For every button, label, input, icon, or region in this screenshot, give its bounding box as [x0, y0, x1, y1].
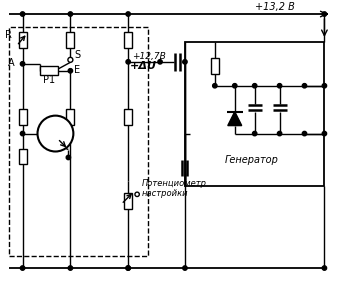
Circle shape — [135, 192, 139, 196]
Text: +ΔU: +ΔU — [130, 61, 157, 71]
Circle shape — [68, 57, 73, 62]
Circle shape — [126, 266, 130, 270]
Circle shape — [68, 69, 73, 73]
Circle shape — [252, 132, 257, 136]
Bar — [66, 109, 74, 124]
Text: E: E — [74, 65, 80, 75]
Text: Генератор: Генератор — [225, 155, 279, 166]
Circle shape — [322, 266, 327, 270]
Text: A: A — [8, 58, 14, 68]
Bar — [124, 193, 132, 209]
Circle shape — [38, 116, 73, 151]
Bar — [124, 109, 132, 124]
Circle shape — [252, 83, 257, 88]
Circle shape — [68, 12, 73, 16]
Text: Потенциометр
настройки: Потенциометр настройки — [142, 179, 207, 198]
Circle shape — [126, 60, 130, 64]
Bar — [18, 109, 27, 124]
Circle shape — [66, 155, 71, 160]
Text: P1: P1 — [44, 75, 56, 85]
Circle shape — [277, 132, 282, 136]
Text: +12,7В: +12,7В — [132, 52, 166, 61]
Bar — [18, 32, 27, 48]
Text: +13,2 В: +13,2 В — [255, 2, 295, 12]
Bar — [18, 148, 27, 164]
Circle shape — [302, 83, 307, 88]
Polygon shape — [228, 112, 242, 126]
Circle shape — [233, 83, 237, 88]
Circle shape — [322, 83, 327, 88]
Bar — [66, 32, 74, 48]
Circle shape — [126, 266, 130, 270]
Circle shape — [322, 132, 327, 136]
Text: R: R — [5, 30, 12, 40]
Circle shape — [277, 83, 282, 88]
Circle shape — [20, 62, 25, 66]
Circle shape — [20, 132, 25, 136]
Circle shape — [20, 12, 25, 16]
Circle shape — [213, 83, 217, 88]
Text: S: S — [74, 50, 80, 60]
Bar — [41, 66, 58, 75]
Circle shape — [158, 60, 162, 64]
Bar — [211, 58, 219, 74]
Circle shape — [20, 266, 25, 270]
Bar — [9, 27, 148, 256]
Circle shape — [302, 132, 307, 136]
Bar — [124, 32, 132, 48]
Circle shape — [183, 266, 187, 270]
Circle shape — [126, 12, 130, 16]
Circle shape — [322, 12, 327, 16]
Circle shape — [68, 266, 73, 270]
Bar — [185, 42, 324, 186]
Circle shape — [183, 60, 187, 64]
